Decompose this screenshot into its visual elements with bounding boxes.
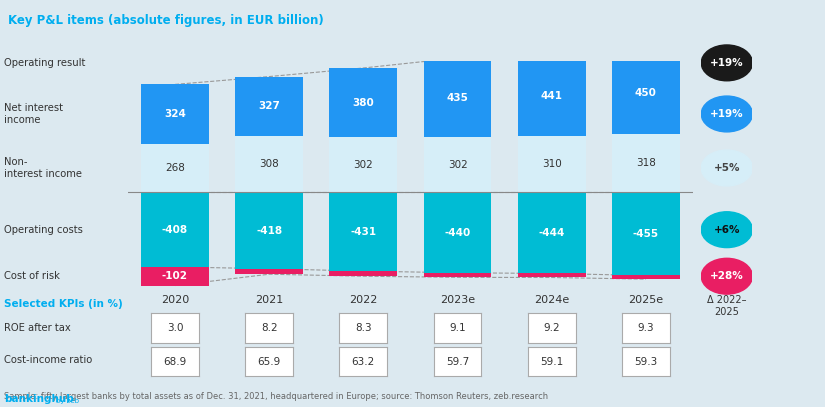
Ellipse shape [701,150,752,186]
Text: 435: 435 [446,93,469,103]
Bar [235,269,303,274]
Bar [518,274,586,278]
Bar [612,134,680,193]
Text: -444: -444 [539,228,565,238]
Text: -431: -431 [351,227,376,237]
Text: 59.1: 59.1 [540,357,563,367]
Text: +5%: +5% [714,163,740,173]
Bar [423,193,492,273]
Ellipse shape [701,258,752,294]
Text: Selected KPIs (in %): Selected KPIs (in %) [4,299,123,309]
Bar [518,193,586,274]
Text: 59.3: 59.3 [634,357,658,367]
Ellipse shape [701,45,752,81]
Text: Operating costs: Operating costs [4,225,83,235]
Ellipse shape [701,96,752,132]
Text: +6%: +6% [714,225,740,235]
Bar [235,193,303,269]
Text: 9.1: 9.1 [450,323,466,333]
Bar [612,193,680,276]
Bar [518,136,586,193]
Text: 302: 302 [353,160,373,170]
Bar [329,271,398,276]
Text: +28%: +28% [710,271,743,281]
Text: 3.0: 3.0 [167,323,183,333]
Bar [141,144,209,193]
Text: 380: 380 [352,98,375,108]
Text: -440: -440 [445,228,470,238]
Text: -408: -408 [162,225,188,235]
Text: 65.9: 65.9 [257,357,280,367]
Text: 450: 450 [635,88,657,98]
Text: -455: -455 [633,229,659,239]
Bar [329,137,398,193]
Text: Cost-income ratio: Cost-income ratio [4,355,92,365]
Bar [141,267,209,286]
Bar [141,193,209,267]
Text: ROE after tax: ROE after tax [4,323,71,333]
Bar [141,84,209,144]
Text: Operating result: Operating result [4,58,86,68]
Text: 327: 327 [258,101,281,112]
Text: 8.3: 8.3 [355,323,371,333]
Text: -418: -418 [256,225,282,236]
Text: 8.2: 8.2 [261,323,277,333]
Text: +19%: +19% [710,58,743,68]
Bar [612,276,680,279]
Text: 63.2: 63.2 [351,357,375,367]
Bar [329,193,398,271]
Text: +19%: +19% [710,109,743,119]
Text: 302: 302 [448,160,468,170]
Bar [235,136,303,193]
Text: Non-
interest income: Non- interest income [4,157,82,179]
Text: 441: 441 [540,91,563,101]
Text: Cost of risk: Cost of risk [4,271,60,281]
Text: 9.2: 9.2 [544,323,560,333]
Text: 324: 324 [164,109,186,119]
Text: 310: 310 [542,159,562,169]
Bar [329,68,398,137]
Bar [235,77,303,136]
Text: 59.7: 59.7 [446,357,469,367]
Text: 318: 318 [636,158,656,168]
Text: by zeb: by zeb [56,398,79,404]
Bar [423,273,492,277]
Text: -102: -102 [162,271,188,281]
Text: 308: 308 [259,160,279,169]
Bar [423,58,492,137]
Text: Δ 2022–
2025: Δ 2022– 2025 [707,295,747,317]
Text: Sample: fifty largest banks by total assets as of Dec. 31, 2021, headquartered i: Sample: fifty largest banks by total ass… [4,392,549,400]
Ellipse shape [701,212,752,247]
Bar [612,52,680,134]
Text: bankinghub: bankinghub [4,394,74,404]
Bar [518,55,586,136]
Text: 268: 268 [165,163,185,173]
Text: Key P&L items (absolute figures, in EUR billion): Key P&L items (absolute figures, in EUR … [8,14,324,27]
Text: 9.3: 9.3 [638,323,654,333]
Text: Net interest
income: Net interest income [4,103,64,125]
Bar [423,137,492,193]
Text: 68.9: 68.9 [163,357,186,367]
